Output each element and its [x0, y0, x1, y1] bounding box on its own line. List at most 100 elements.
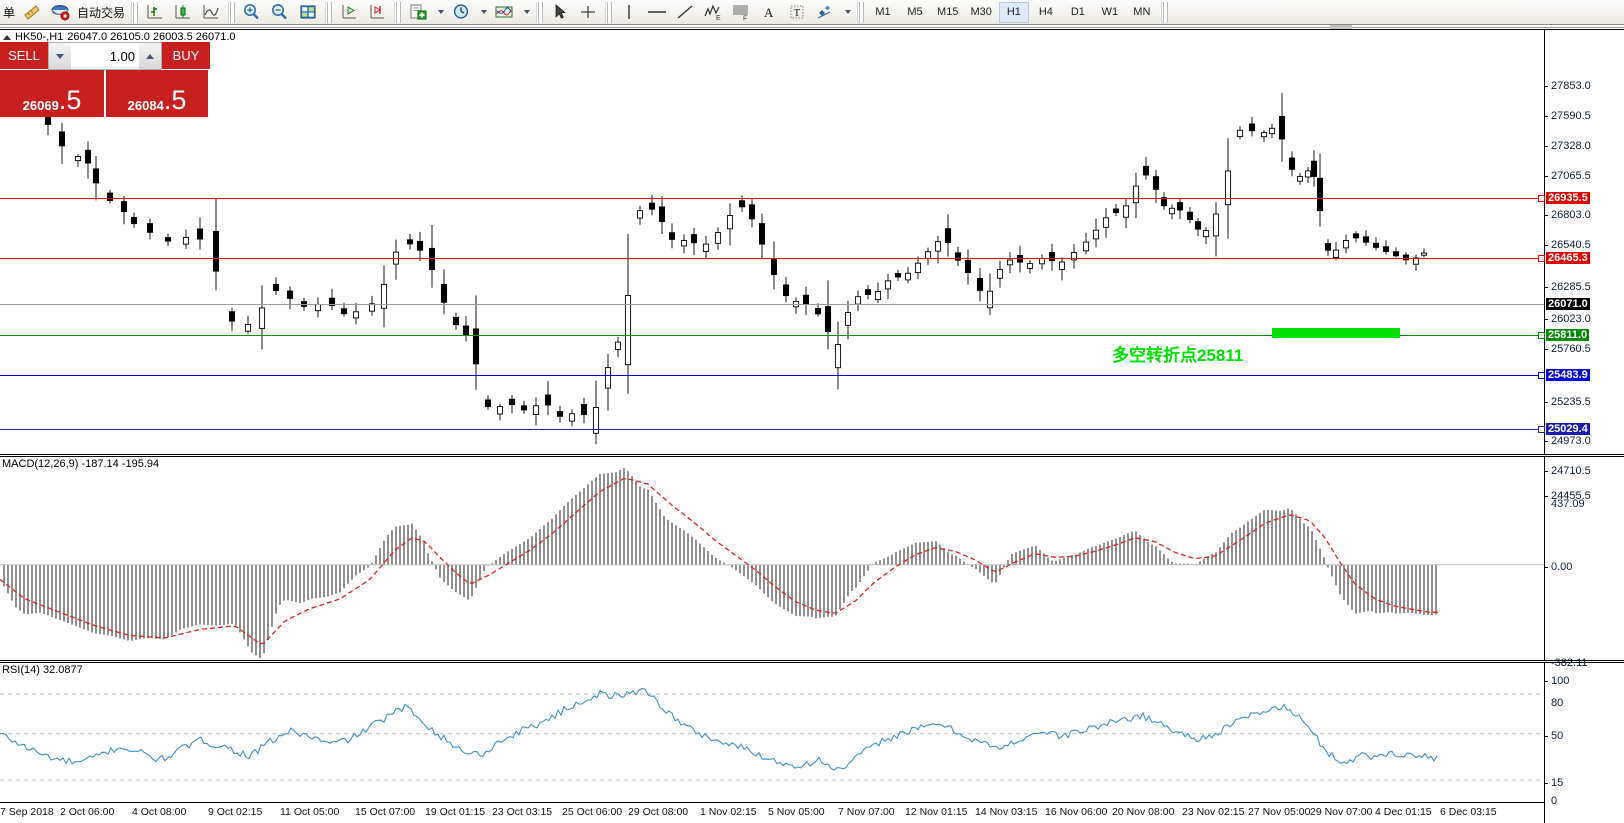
sell-price[interactable]: 26069 .5 — [0, 70, 104, 117]
chevron-down-icon[interactable] — [840, 1, 853, 24]
indicator-axis-tick-label: 100 — [1551, 675, 1570, 687]
level-handle-26935[interactable] — [1538, 194, 1545, 202]
time-axis-tick-label: 23 Nov 02:15 — [1182, 806, 1245, 818]
price-level-badge-26071-0[interactable]: 26071.0 — [1546, 298, 1590, 310]
timeframe-m1[interactable]: M1 — [875, 6, 891, 18]
drawing-objects-icon[interactable] — [812, 1, 838, 24]
timeframe-m15[interactable]: M15 — [937, 6, 959, 18]
level-handle-26465[interactable] — [1538, 254, 1545, 262]
timeframe-group: M1 M5 M15 M30 H1 H4 D1 W1 MN — [867, 1, 1158, 23]
indicators-icon[interactable] — [491, 1, 517, 24]
time-axis-tick-label: 1 Nov 02:15 — [700, 806, 757, 818]
pivot-annotation-label[interactable]: 多空转折点25811 — [1112, 346, 1244, 365]
level-handle-25483[interactable] — [1538, 371, 1545, 379]
level-line-25811[interactable] — [0, 335, 1544, 336]
chevron-down-icon[interactable] — [433, 1, 446, 24]
period-clock-icon[interactable] — [448, 1, 474, 24]
time-axis-tick-label: 9 Oct 02:15 — [208, 806, 263, 818]
level-handle-25811[interactable] — [1538, 331, 1545, 339]
bar-chart-icon[interactable] — [142, 1, 168, 24]
horizontal-line-icon[interactable] — [644, 1, 670, 24]
elliott-wave-icon[interactable]: E — [700, 1, 726, 24]
sell-price-fraction: .5 — [58, 85, 82, 115]
toolbar-separator — [228, 1, 236, 23]
price-level-badge-25483-9[interactable]: 25483.9 — [1546, 369, 1590, 381]
time-axis-tick-label: 29 Nov 07:00 — [1310, 806, 1373, 818]
vertical-line-icon[interactable] — [616, 1, 642, 24]
pivot-highlight-rectangle[interactable] — [1272, 328, 1400, 338]
timeframe-m30[interactable]: M30 — [970, 6, 992, 18]
level-line-26935[interactable] — [0, 198, 1544, 199]
price-axis-tick-label: 24455.5 — [1551, 490, 1591, 502]
volume-stepper[interactable]: 1.00 — [48, 42, 162, 70]
chevron-down-icon[interactable] — [519, 1, 532, 24]
toolbar-divider — [0, 25, 1624, 28]
shift-chart-icon[interactable] — [336, 1, 362, 24]
trendline-icon[interactable] — [672, 1, 698, 24]
time-axis-tick-label: 16 Nov 06:00 — [1045, 806, 1108, 818]
price-axis-tick-label: 27853.0 — [1551, 80, 1591, 92]
level-line-26465[interactable] — [0, 258, 1544, 259]
sell-button[interactable]: SELL — [0, 42, 48, 70]
timeframe-m5[interactable]: M5 — [907, 6, 923, 18]
chart-auto-scroll-icon[interactable] — [364, 1, 390, 24]
price-axis-tick-label: 26803.0 — [1551, 209, 1591, 221]
fibonacci-icon[interactable]: F — [728, 1, 754, 24]
axis-tick — [1544, 783, 1548, 784]
time-axis-tick-label: 15 Oct 07:00 — [355, 806, 416, 818]
timeframe-mn[interactable]: MN — [1133, 6, 1151, 18]
volume-input[interactable]: 1.00 — [71, 43, 139, 69]
toolbar-separator — [131, 1, 139, 23]
price-level-badge-26465-3[interactable]: 26465.3 — [1546, 252, 1590, 264]
level-handle-25029[interactable] — [1538, 425, 1545, 433]
text-label-icon[interactable]: A — [756, 1, 782, 24]
buy-price-fraction: .5 — [163, 85, 187, 115]
chart-area[interactable]: 多空转折点25811 MACD(12,26,9) -187.14 -195.94… — [0, 29, 1624, 823]
timeframe-d1[interactable]: D1 — [1070, 6, 1085, 18]
price-level-badge-26935-5[interactable]: 26935.5 — [1546, 192, 1590, 204]
tile-windows-icon[interactable] — [295, 1, 321, 24]
volume-decrease-button[interactable] — [49, 43, 71, 69]
axis-tick — [1544, 567, 1548, 568]
one-click-trading-panel[interactable]: SELL 1.00 BUY 26069 .5 26084 .5 — [0, 42, 210, 117]
crosshair-icon[interactable] — [575, 1, 601, 24]
price-level-badge-25811-0[interactable]: 25811.0 — [1546, 329, 1590, 341]
text-box-icon[interactable]: T — [784, 1, 810, 24]
auto-trading-label[interactable]: 自动交易 — [77, 5, 126, 20]
time-axis-tick-label: 6 Dec 03:15 — [1440, 806, 1497, 818]
axis-tick — [1544, 215, 1548, 216]
timeframe-w1[interactable]: W1 — [1101, 6, 1119, 18]
zoom-in-icon[interactable] — [239, 1, 265, 24]
indicator-axis-tick-label: 15 — [1551, 777, 1564, 789]
level-line-25483[interactable] — [0, 375, 1544, 376]
zoom-out-icon[interactable] — [267, 1, 293, 24]
triangle-up-icon — [146, 53, 154, 59]
macd-series — [0, 467, 1544, 658]
axis-tick — [1544, 86, 1548, 87]
cursor-icon[interactable] — [547, 1, 573, 24]
macd-pane[interactable] — [0, 458, 1544, 658]
auto-trading-icon[interactable] — [47, 1, 73, 24]
price-axis-tick-label: 27590.5 — [1551, 110, 1591, 122]
candlestick-chart-icon[interactable] — [170, 1, 196, 24]
time-axis-tick-label: 27 Nov 05:00 — [1248, 806, 1311, 818]
chart-scroll-nub[interactable] — [1330, 25, 1352, 29]
axis-tick — [1544, 146, 1548, 147]
volume-increase-button[interactable] — [139, 43, 161, 69]
toolbar-separator — [605, 1, 613, 23]
axis-tick — [1544, 402, 1548, 403]
level-line-25029[interactable] — [0, 429, 1544, 430]
chevron-down-icon[interactable] — [476, 1, 489, 24]
rsi-pane[interactable] — [0, 664, 1544, 802]
toolbar-separator — [857, 1, 865, 23]
chart-expand-icon[interactable] — [3, 34, 11, 40]
timeframe-h4[interactable]: H4 — [1038, 6, 1053, 18]
line-chart-icon[interactable] — [198, 1, 224, 24]
price-level-badge-25029-4[interactable]: 25029.4 — [1546, 423, 1590, 435]
buy-button[interactable]: BUY — [162, 42, 210, 70]
buy-price[interactable]: 26084 .5 — [104, 70, 208, 117]
price-pane[interactable] — [0, 30, 1544, 454]
timeframe-h1[interactable]: H1 — [998, 1, 1029, 23]
ruler-icon[interactable] — [19, 1, 45, 24]
new-chart-icon[interactable] — [405, 1, 431, 24]
